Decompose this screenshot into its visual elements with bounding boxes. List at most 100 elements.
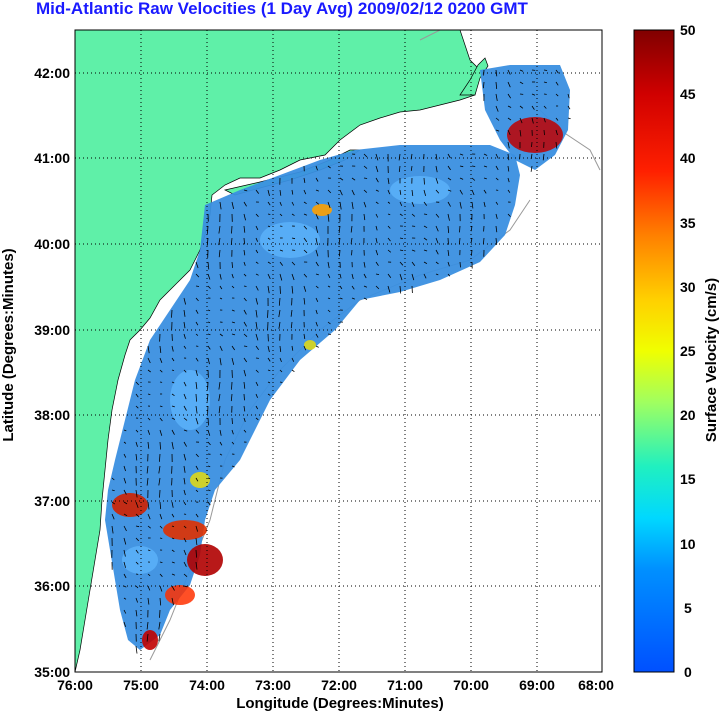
velocity-arrow — [207, 477, 211, 480]
velocity-arrow — [219, 441, 223, 446]
velocity-arrow — [363, 213, 366, 221]
colorbar-scale — [633, 29, 675, 673]
velocity-arrow — [531, 141, 533, 148]
velocity-arrow — [159, 609, 161, 618]
velocity-arrow — [278, 309, 281, 318]
velocity-arrow — [183, 405, 187, 411]
velocity-arrow — [171, 309, 173, 318]
velocity-arrow — [255, 405, 259, 410]
velocity-arrow — [315, 249, 319, 257]
velocity-arrow — [303, 237, 308, 243]
velocity-arrow — [267, 357, 271, 362]
velocity-arrow — [195, 465, 199, 470]
colorbar-tick-label: 20 — [680, 407, 696, 423]
y-tick-label: 35:00 — [34, 664, 70, 680]
velocity-arrow — [171, 357, 175, 362]
velocity-arrow — [507, 153, 510, 161]
velocity-arrow — [447, 177, 452, 181]
velocity-arrow — [218, 405, 221, 414]
velocity-arrow — [291, 285, 294, 294]
velocity-arrow — [207, 441, 211, 446]
velocity-arrow — [243, 381, 246, 389]
velocity-arrow — [435, 261, 439, 265]
velocity-arrow — [363, 177, 368, 179]
velocity-arrow — [195, 333, 199, 336]
velocity-arrow — [279, 285, 281, 294]
velocity-arrow — [387, 201, 391, 204]
velocity-arrow — [267, 381, 271, 384]
velocity-arrow — [207, 345, 211, 350]
velocity-arrow — [495, 69, 498, 77]
velocity-arrow — [315, 333, 319, 338]
colorbar-tick-label: 30 — [680, 279, 696, 295]
velocity-arrow — [447, 273, 451, 277]
velocity-arrow — [519, 117, 523, 124]
velocity-arrow — [195, 489, 199, 493]
velocity-arrow — [495, 177, 499, 181]
velocity-arrow — [219, 453, 223, 456]
velocity-arrow — [387, 189, 391, 195]
colorbar: 50 45 40 35 30 25 20 15 10 5 0 Surface V… — [633, 22, 720, 680]
velocity-arrow — [423, 249, 428, 252]
velocity-arrow — [159, 561, 163, 563]
velocity-arrow — [303, 177, 306, 183]
velocity-arrow — [279, 357, 282, 363]
velocity-arrow — [327, 213, 330, 222]
velocity-arrow — [327, 333, 331, 335]
velocity-arrow — [435, 177, 439, 184]
velocity-arrow — [171, 537, 175, 540]
velocity-arrow — [195, 429, 200, 434]
velocity-arrow — [218, 381, 221, 390]
velocity-arrow — [231, 225, 233, 234]
velocity-arrow — [435, 237, 439, 244]
velocity-arrow — [183, 489, 186, 496]
velocity-arrow — [135, 501, 139, 509]
velocity-arrow — [255, 309, 258, 318]
velocity-arrow — [291, 357, 295, 362]
velocity-arrow — [375, 177, 379, 183]
velocity-arrow — [231, 333, 236, 336]
velocity-arrow — [243, 393, 245, 401]
velocity-arrow — [171, 549, 175, 553]
velocity-arrow — [243, 417, 246, 423]
velocity-arrow — [351, 189, 355, 196]
velocity-arrow — [243, 273, 247, 277]
velocity-arrow — [158, 477, 161, 486]
velocity-arrow — [231, 441, 235, 445]
velocity-arrow — [363, 285, 368, 288]
velocity-arrow — [207, 465, 211, 468]
velocity-arrow — [135, 393, 139, 398]
velocity-arrow — [219, 285, 223, 290]
velocity-arrow — [171, 513, 175, 518]
velocity-arrow — [135, 597, 138, 603]
velocity-arrow — [243, 285, 247, 287]
velocity-arrow — [159, 585, 163, 592]
velocity-arrow — [231, 465, 235, 468]
velocity-arrow — [327, 201, 331, 209]
velocity-arrow — [447, 189, 452, 192]
velocity-arrow — [315, 177, 319, 182]
velocity-arrow — [255, 333, 259, 341]
velocity-arrow — [171, 381, 175, 384]
velocity-arrow — [267, 225, 271, 228]
velocity-arrow — [135, 489, 138, 498]
velocity-arrow — [507, 81, 511, 88]
velocity-arrow — [315, 189, 319, 192]
velocity-arrow — [267, 189, 270, 196]
velocity-arrow — [507, 213, 511, 217]
velocity-arrow — [135, 453, 138, 461]
velocity-arrow — [207, 357, 210, 365]
velocity-arrow — [290, 321, 293, 329]
velocity-arrow — [231, 261, 233, 268]
velocity-arrow — [291, 213, 295, 216]
velocity-arrow — [339, 249, 341, 257]
velocity-arrow — [375, 273, 380, 275]
velocity-arrow — [303, 189, 307, 195]
velocity-arrow — [123, 573, 127, 579]
velocity-arrow — [339, 201, 342, 210]
velocity-arrow — [158, 621, 161, 630]
velocity-arrow — [470, 225, 473, 232]
velocity-arrow — [483, 237, 485, 245]
velocity-arrow — [231, 429, 234, 435]
